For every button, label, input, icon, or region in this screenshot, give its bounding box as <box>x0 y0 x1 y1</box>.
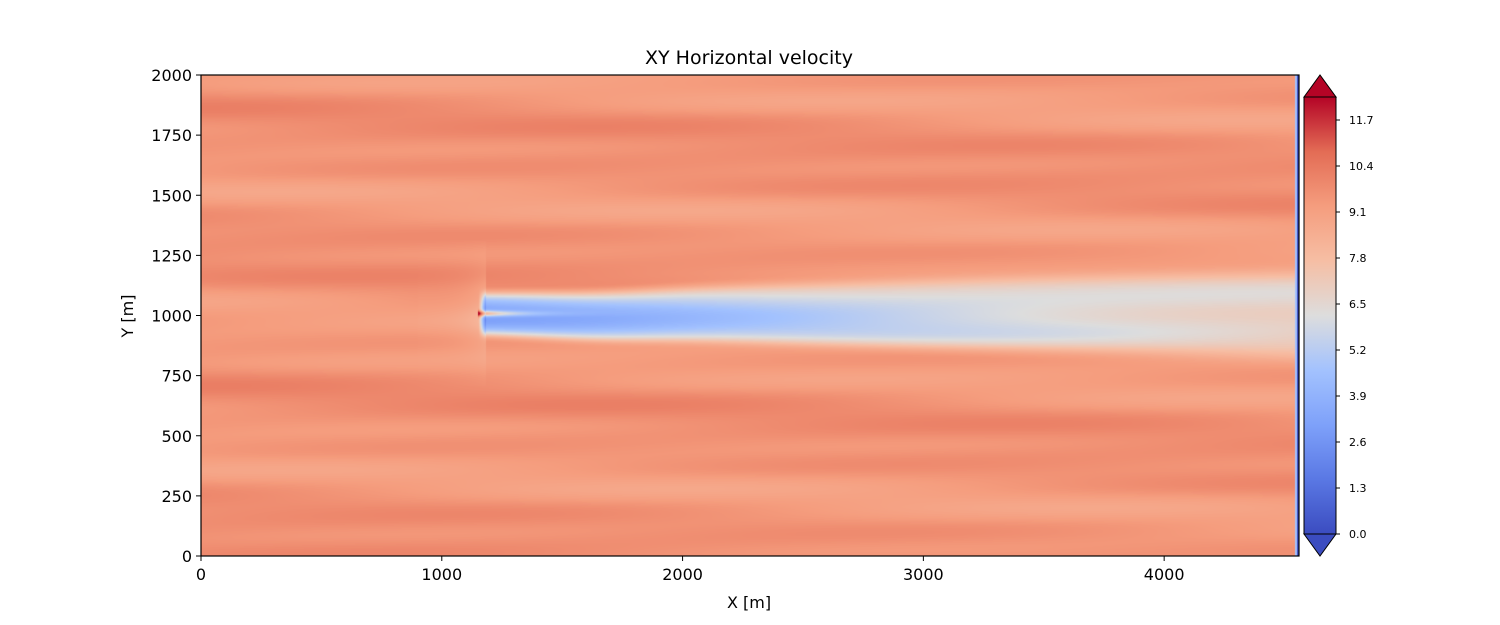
colorbar-tick-label: 11.7 <box>1349 114 1374 127</box>
colorbar-tick-label: 0.0 <box>1349 528 1367 541</box>
x-tick-label: 3000 <box>903 565 944 584</box>
colorbar-tick-label: 1.3 <box>1349 482 1367 495</box>
velocity-heatmap <box>201 75 1299 556</box>
colorbar-tick-label: 3.9 <box>1349 390 1367 403</box>
colorbar-under-arrow <box>1303 533 1337 557</box>
y-tick-label: 750 <box>161 367 192 386</box>
y-tick-label: 250 <box>161 487 192 506</box>
colorbar: 0.0 1.3 2.6 3.9 5.2 6.5 7.8 9.1 10.4 11.7 <box>1303 74 1374 557</box>
x-tick-label: 1000 <box>421 565 462 584</box>
y-tick-label: 1250 <box>151 246 192 265</box>
y-tick-label: 1000 <box>151 307 192 326</box>
y-tick-label: 1500 <box>151 186 192 205</box>
colorbar-tick-label: 9.1 <box>1349 206 1367 219</box>
colorbar-tick-label: 6.5 <box>1349 298 1367 311</box>
colorbar-ticks: 0.0 1.3 2.6 3.9 5.2 6.5 7.8 9.1 10.4 11.7 <box>1336 114 1374 541</box>
chart-title: XY Horizontal velocity <box>645 47 853 69</box>
colorbar-tick-label: 7.8 <box>1349 252 1367 265</box>
colorbar-tick-label: 10.4 <box>1349 160 1374 173</box>
y-tick-label: 1750 <box>151 126 192 145</box>
colorbar-over-arrow <box>1303 74 1337 98</box>
colorbar-tick-label: 2.6 <box>1349 436 1367 449</box>
x-axis: 0 1000 2000 3000 4000 <box>196 556 1185 584</box>
y-axis-label: Y [m] <box>118 295 137 339</box>
x-tick-label: 0 <box>196 565 206 584</box>
y-tick-label: 500 <box>161 427 192 446</box>
x-tick-label: 4000 <box>1144 565 1185 584</box>
x-axis-label: X [m] <box>727 593 771 612</box>
y-tick-label: 0 <box>182 547 192 566</box>
colorbar-tick-label: 5.2 <box>1349 344 1367 357</box>
y-axis: 0 250 500 750 1000 1250 1500 1750 2000 <box>151 66 201 566</box>
y-tick-label: 2000 <box>151 66 192 85</box>
x-tick-label: 2000 <box>662 565 703 584</box>
colorbar-gradient <box>1303 96 1337 535</box>
